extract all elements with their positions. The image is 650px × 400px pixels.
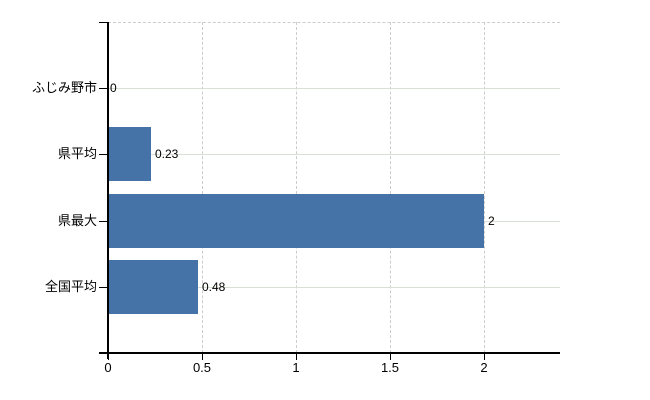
y-tick (99, 22, 108, 23)
category-gridline (108, 287, 560, 288)
category-gridline (108, 154, 560, 155)
y-tick (99, 154, 108, 155)
category-gridline (108, 88, 560, 89)
y-tick (99, 221, 108, 222)
x-tick-label: 1 (292, 360, 300, 375)
y-tick (99, 287, 108, 288)
y-tick (99, 88, 108, 89)
x-tick (296, 354, 297, 360)
bar (108, 260, 198, 314)
bar-value-label: 0.23 (155, 147, 179, 161)
category-label: 全国平均 (44, 279, 97, 294)
value-gridline (296, 22, 297, 353)
x-tick (202, 354, 203, 360)
value-gridline (484, 22, 485, 353)
x-tick (390, 354, 391, 360)
category-label: 県平均 (57, 146, 97, 161)
category-label: ふじみ野市 (31, 80, 97, 95)
y-axis (107, 22, 109, 359)
x-tick-label: 0.5 (192, 360, 212, 375)
plot-top-border (108, 22, 560, 23)
x-tick (108, 354, 109, 360)
x-axis (99, 352, 560, 354)
bar-value-label: 2 (488, 214, 495, 228)
x-tick-label: 0 (104, 360, 112, 375)
category-label: 県最大 (57, 213, 97, 228)
x-tick (484, 354, 485, 360)
bar (108, 127, 151, 181)
x-tick-label: 2 (480, 360, 488, 375)
bar (108, 194, 484, 248)
x-tick-label: 1.5 (380, 360, 400, 375)
value-gridline (202, 22, 203, 353)
bar-value-label: 0.48 (202, 280, 226, 294)
bar-value-label: 0 (110, 81, 117, 95)
value-gridline (390, 22, 391, 353)
